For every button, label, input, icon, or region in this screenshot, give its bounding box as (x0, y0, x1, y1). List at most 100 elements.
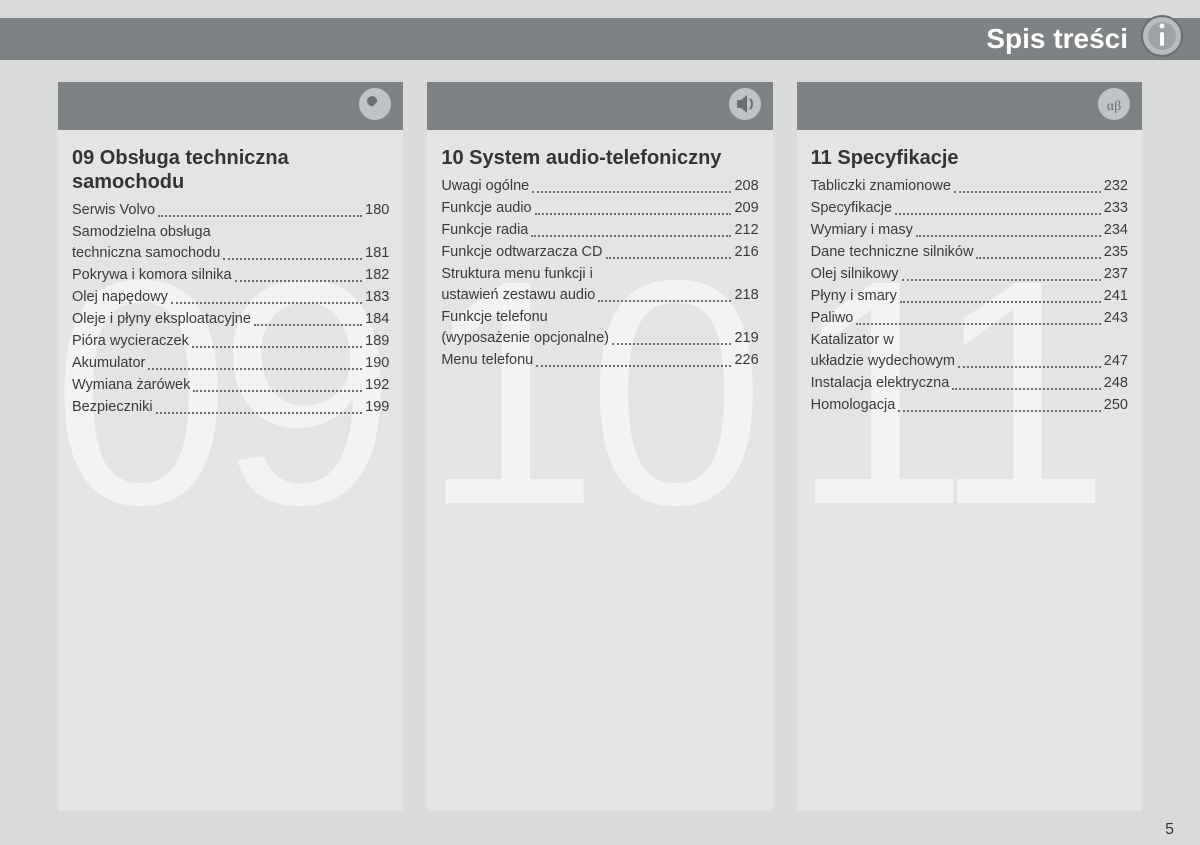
toc-row[interactable]: Instalacja elektryczna 248 (811, 373, 1128, 395)
toc-dots (532, 191, 731, 193)
toc-label: Pokrywa i komora silnika (72, 265, 232, 286)
toc-page: 189 (365, 331, 389, 352)
toc-page: 184 (365, 309, 389, 330)
toc-page: 209 (734, 198, 758, 219)
toc-label: Instalacja elektryczna (811, 373, 950, 394)
toc-label: Olej napędowy (72, 287, 168, 308)
alpha-icon: αβ (1096, 86, 1132, 127)
toc-dots (531, 235, 731, 237)
toc-dots (223, 258, 362, 260)
page-number: 5 (1165, 821, 1174, 839)
toc-label: techniczna samochodu (72, 243, 220, 264)
toc-label: Płyny i smary (811, 286, 897, 307)
toc-row[interactable]: Wymiana żarówek192 (72, 375, 389, 397)
toc-dots (535, 213, 732, 215)
toc-row[interactable]: Olej silnikowy237 (811, 264, 1128, 286)
toc-row[interactable]: Serwis Volvo 180 (72, 200, 389, 222)
toc-row[interactable]: Wymiary i masy 234 (811, 220, 1128, 242)
toc-page: 243 (1104, 308, 1128, 329)
toc-dots (976, 257, 1100, 259)
toc-page: 192 (365, 375, 389, 396)
toc-label: Samodzielna obsługa (72, 222, 389, 243)
toc-column-09: 09 09 Obsługa techniczna samochodu Serwi… (58, 82, 403, 811)
toc-label: układzie wydechowym (811, 351, 955, 372)
toc-row[interactable]: Menu telefonu226 (441, 350, 758, 372)
toc-row[interactable]: Dane techniczne silników235 (811, 242, 1128, 264)
toc-page: 233 (1104, 198, 1128, 219)
toc-page: 226 (734, 350, 758, 371)
toc-page: 208 (734, 176, 758, 197)
toc-column-10: 10 10 System audio-telefoniczny Uwagi og… (427, 82, 772, 811)
toc-label: Katalizator w (811, 330, 1128, 351)
toc-list: Uwagi ogólne208Funkcje audio209Funkcje r… (441, 176, 758, 372)
toc-label: Pióra wycieraczek (72, 331, 189, 352)
toc-row[interactable]: Akumulator 190 (72, 353, 389, 375)
info-icon (1140, 14, 1184, 58)
toc-page: 181 (365, 243, 389, 264)
toc-row[interactable]: Płyny i smary 241 (811, 286, 1128, 308)
header-bar: Spis treści (0, 18, 1200, 60)
toc-dots (192, 346, 362, 348)
toc-row[interactable]: Oleje i płyny eksploatacyjne184 (72, 309, 389, 331)
toc-page: 212 (734, 220, 758, 241)
toc-page: 216 (734, 242, 758, 263)
toc-page: 250 (1104, 395, 1128, 416)
toc-row[interactable]: Struktura menu funkcji iustawień zestawu… (441, 264, 758, 307)
section-title: 11 Specyfikacje (811, 146, 1128, 170)
toc-row[interactable]: Funkcje telefonu(wyposażenie opcjonalne)… (441, 307, 758, 350)
toc-row[interactable]: Funkcje audio209 (441, 198, 758, 220)
column-header-bar: αβ (797, 82, 1142, 130)
toc-row[interactable]: Samodzielna obsługatechniczna samochodu 1… (72, 222, 389, 265)
toc-row[interactable]: Funkcje radia 212 (441, 220, 758, 242)
toc-label: Funkcje telefonu (441, 307, 758, 328)
toc-page: 219 (734, 328, 758, 349)
toc-label: Akumulator (72, 353, 145, 374)
toc-label: Bezpieczniki (72, 397, 153, 418)
toc-page: 234 (1104, 220, 1128, 241)
toc-row[interactable]: Pióra wycieraczek 189 (72, 331, 389, 353)
toc-dots (952, 388, 1101, 390)
toc-dots (536, 365, 731, 367)
toc-label: Struktura menu funkcji i (441, 264, 758, 285)
toc-page: 248 (1104, 373, 1128, 394)
toc-label: Funkcje radia (441, 220, 528, 241)
toc-row[interactable]: Uwagi ogólne208 (441, 176, 758, 198)
section-title: 10 System audio-telefoniczny (441, 146, 758, 170)
toc-row[interactable]: Homologacja250 (811, 395, 1128, 417)
column-header-bar (427, 82, 772, 130)
column-header-bar (58, 82, 403, 130)
speaker-icon (727, 86, 763, 127)
toc-page: 232 (1104, 176, 1128, 197)
toc-label: Serwis Volvo (72, 200, 155, 221)
toc-row[interactable]: Funkcje odtwarzacza CD 216 (441, 242, 758, 264)
toc-dots (856, 323, 1100, 325)
toc-row[interactable]: Pokrywa i komora silnika182 (72, 265, 389, 287)
toc-page: 241 (1104, 286, 1128, 307)
toc-dots (898, 410, 1100, 412)
toc-dots (193, 390, 362, 392)
toc-row[interactable]: Tabliczki znamionowe232 (811, 176, 1128, 198)
toc-list: Serwis Volvo 180Samodzielna obsługatechni… (72, 200, 389, 419)
columns-container: 09 09 Obsługa techniczna samochodu Serwi… (58, 82, 1142, 811)
toc-page: 235 (1104, 242, 1128, 263)
toc-dots (900, 301, 1101, 303)
svg-text:αβ: αβ (1107, 99, 1121, 114)
toc-row[interactable]: Paliwo243 (811, 308, 1128, 330)
toc-row[interactable]: Specyfikacje233 (811, 198, 1128, 220)
toc-page: 190 (365, 353, 389, 374)
toc-dots (156, 412, 363, 414)
toc-dots (895, 213, 1101, 215)
toc-dots (235, 280, 363, 282)
toc-row[interactable]: Bezpieczniki 199 (72, 397, 389, 419)
toc-page: 180 (365, 200, 389, 221)
toc-row[interactable]: Katalizator wukładzie wydechowym247 (811, 330, 1128, 373)
toc-dots (954, 191, 1101, 193)
toc-label: Funkcje odtwarzacza CD (441, 242, 602, 263)
wrench-icon (357, 86, 393, 127)
toc-dots (958, 366, 1101, 368)
toc-page: 199 (365, 397, 389, 418)
toc-page: 183 (365, 287, 389, 308)
toc-label: Wymiary i masy (811, 220, 913, 241)
toc-row[interactable]: Olej napędowy 183 (72, 287, 389, 309)
toc-dots (606, 257, 732, 259)
